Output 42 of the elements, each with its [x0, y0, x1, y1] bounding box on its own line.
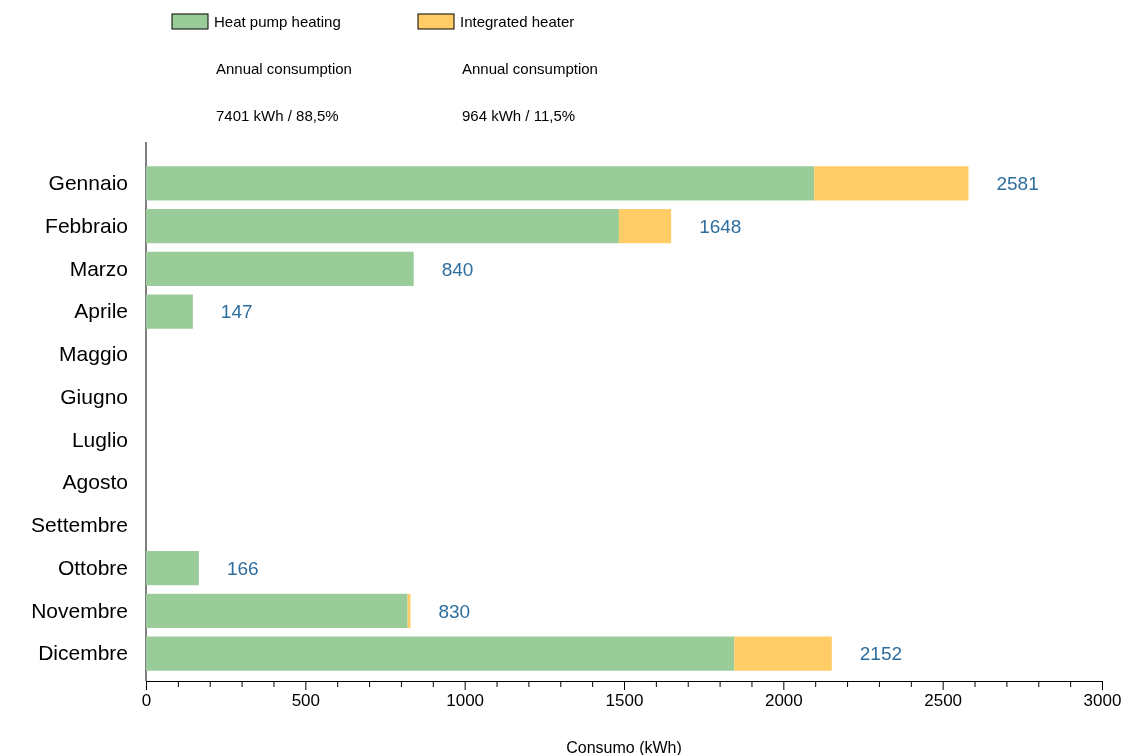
- text: Annual consumption: [216, 60, 352, 77]
- total-label: 166: [226, 557, 259, 579]
- y-tick-label: Agosto: [62, 470, 128, 494]
- bar: [814, 166, 969, 201]
- x-tick-label: 0: [141, 691, 152, 711]
- x-tick-label: 2000: [764, 691, 803, 711]
- y-tick-label: Gennaio: [48, 171, 128, 195]
- y-tick-label: Settembre: [31, 513, 128, 537]
- x-tick-label: 2500: [924, 691, 963, 711]
- y-tick-label: Novembre: [31, 598, 128, 622]
- x-tick-label: 1000: [446, 691, 485, 711]
- x-tick-label: 1500: [605, 691, 644, 711]
- bar: [734, 636, 832, 671]
- bar: [146, 551, 199, 586]
- y-tick-label: Febbraio: [45, 213, 128, 237]
- total-label: 2581: [996, 173, 1039, 195]
- x-tick-label: 500: [291, 691, 321, 711]
- bar: [146, 209, 619, 244]
- legend-label: Integrated heater: [460, 13, 575, 30]
- total-label: 830: [438, 600, 471, 622]
- y-tick-label: Maggio: [59, 342, 128, 366]
- total-label: 2152: [859, 643, 903, 665]
- bar: [146, 166, 815, 201]
- x-tick-label: 3000: [1083, 691, 1122, 711]
- bar: [146, 251, 414, 286]
- bar: [146, 636, 735, 671]
- y-tick-label: Giugno: [60, 384, 128, 408]
- legend-label: Heat pump heating: [214, 13, 341, 30]
- bar: [146, 593, 408, 628]
- y-tick-label: Marzo: [69, 256, 128, 280]
- total-label: 1648: [699, 215, 742, 237]
- y-tick-label: Aprile: [74, 299, 128, 323]
- text: 964 kWh / 11,5%: [462, 107, 576, 124]
- total-label: 147: [220, 301, 253, 323]
- text: Annual consumption: [462, 60, 598, 77]
- total-label: 840: [441, 258, 474, 280]
- y-tick-label: Dicembre: [38, 641, 128, 665]
- y-tick-label: Luglio: [71, 427, 128, 451]
- text: 7401 kWh / 88,5%: [216, 107, 339, 124]
- y-tick-label: Ottobre: [57, 555, 128, 579]
- bar: [146, 294, 193, 329]
- bar: [618, 209, 672, 244]
